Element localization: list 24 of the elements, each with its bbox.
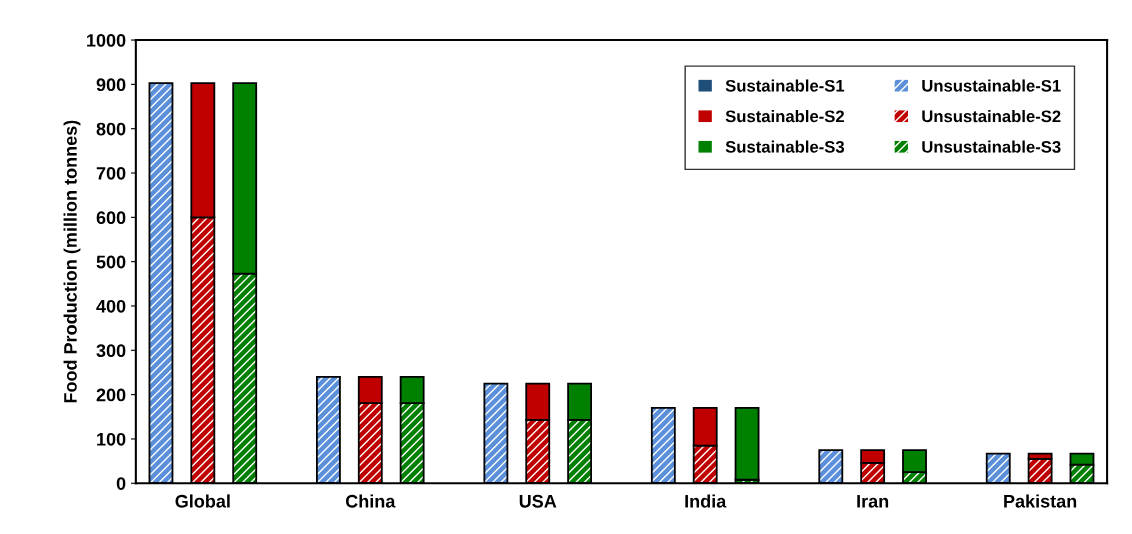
legend-label: Unsustainable-S3	[922, 140, 1061, 153]
x-tick-label: Pakistan	[1004, 494, 1077, 508]
y-tick-label: 600	[96, 211, 126, 225]
y-tick-label: 900	[96, 78, 126, 92]
y-tick-label: 800	[96, 122, 126, 136]
x-tick-label: USA	[519, 494, 557, 508]
x-tick-label: Global	[175, 494, 230, 508]
y-tick-label: 400	[96, 299, 126, 313]
y-tick-label: 500	[96, 255, 126, 269]
x-tick-label: India	[685, 494, 727, 508]
legend-label: Unsustainable-S2	[922, 109, 1061, 123]
y-tick-label: 200	[96, 388, 126, 402]
y-axis-title: Food Production (million tonnes)	[63, 120, 81, 403]
y-tick-label: 1000	[87, 33, 126, 47]
y-tick-label: 300	[96, 344, 126, 358]
x-tick-label: China	[345, 494, 396, 508]
x-tick-label: Iran	[857, 495, 889, 508]
y-tick-label: 700	[96, 166, 126, 180]
y-tick-label: 100	[97, 432, 126, 446]
legend-label: Unsustainable-S1	[922, 79, 1061, 92]
y-tick-label: 0	[116, 477, 126, 490]
legend-label: Sustainable-S2	[725, 109, 844, 123]
legend-label: Sustainable-S3	[725, 140, 845, 153]
legend-label: Sustainable-S1	[725, 79, 845, 92]
